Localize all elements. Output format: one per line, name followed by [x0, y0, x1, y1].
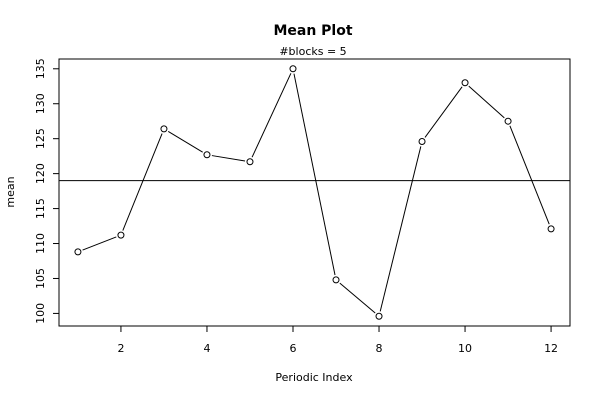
chart-subtitle: #blocks = 5 [279, 45, 346, 58]
data-point [418, 137, 426, 145]
y-tick-label: 115 [34, 198, 47, 219]
chart-title: Mean Plot [273, 23, 352, 39]
y-tick-label: 105 [34, 268, 47, 289]
x-tick-label: 10 [458, 342, 472, 355]
series-line-segment [379, 146, 422, 312]
data-point [332, 276, 340, 284]
series-line-segment [211, 155, 246, 162]
y-tick-label: 110 [34, 233, 47, 254]
data-point [504, 117, 512, 125]
plot-box [58, 58, 571, 327]
series-line-segment [509, 125, 550, 225]
series-line-segment [82, 236, 117, 251]
y-tick-label: 130 [34, 93, 47, 114]
data-point [203, 151, 211, 159]
x-axis-label: Periodic Index [275, 371, 353, 384]
y-tick-label: 125 [34, 128, 47, 149]
series-line-segment [424, 86, 463, 138]
x-tick-label: 12 [544, 342, 558, 355]
data-point [246, 158, 254, 166]
x-tick-label: 2 [117, 342, 124, 355]
x-tick-label: 4 [203, 342, 210, 355]
y-tick-label: 135 [34, 58, 47, 79]
data-point [117, 231, 125, 239]
data-point [547, 225, 555, 233]
series-line-segment [293, 73, 336, 276]
y-tick-label: 100 [34, 303, 47, 324]
y-tick-label: 120 [34, 163, 47, 184]
series-line-segment [251, 73, 292, 158]
plot-marks: 2 4 6 8 10 12 100 105 110 115 120 125 130 135 [34, 58, 570, 355]
x-tick-label: 8 [376, 342, 383, 355]
y-axis-label: mean [4, 176, 17, 207]
data-point [74, 248, 82, 256]
series-line-segment [167, 131, 203, 153]
x-tick-label: 6 [289, 342, 296, 355]
series-line-segment [122, 133, 163, 231]
series-line-segment [468, 85, 505, 119]
data-point [375, 312, 383, 320]
data-point [289, 65, 297, 73]
data-point [461, 79, 469, 87]
series-line-segment [339, 282, 376, 314]
data-point [160, 125, 168, 133]
